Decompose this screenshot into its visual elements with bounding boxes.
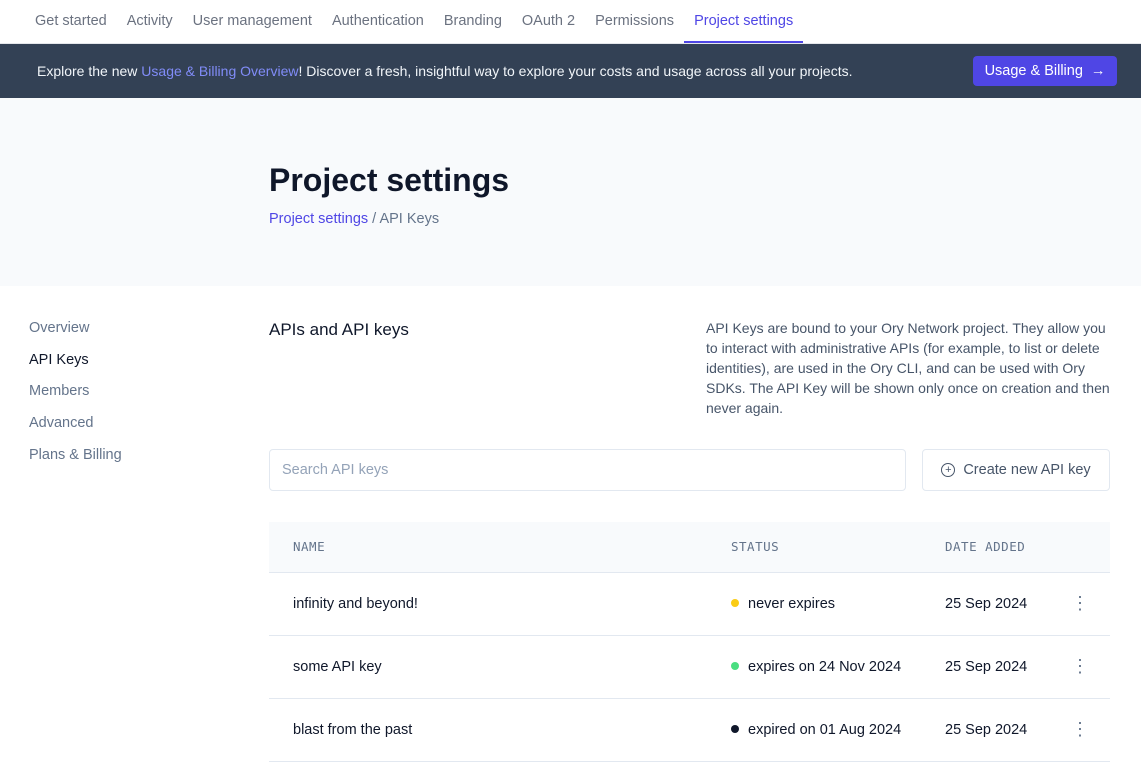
section-description: API Keys are bound to your Ory Network p… [706,320,1110,416]
breadcrumb-current: API Keys [379,211,440,227]
tab-project-settings[interactable]: Project settings [684,13,804,43]
tab-oauth2[interactable]: OAuth 2 [521,13,576,29]
create-api-key-button[interactable]: + Create new API key [922,449,1110,491]
column-status: STATUS [731,522,945,573]
more-options-icon[interactable]: ⋮ [1050,698,1110,762]
more-options-icon[interactable]: ⋮ [1050,635,1110,699]
tab-permissions[interactable]: Permissions [595,13,675,29]
section-title: APIs and API keys [269,320,409,339]
status-dot-icon [731,724,739,733]
top-nav: Get started Activity User management Aut… [0,0,1141,44]
table-row: some API key expires on 24 Nov 2024 25 S… [269,635,1110,699]
key-name: blast from the past [269,698,731,762]
page-title: Project settings [269,162,510,198]
column-actions [1050,522,1110,573]
page-header: Project settings Project settings / API … [0,98,1141,286]
announcement-banner: Explore the new Usage & Billing Overview… [0,44,1141,98]
column-name: NAME [269,522,731,573]
sidebar: Overview API Keys Members Advanced Plans… [29,320,122,478]
plus-circle-icon: + [941,463,956,477]
breadcrumb: Project settings / API Keys [269,211,1141,227]
banner-prefix: Explore the new [37,63,142,79]
sidebar-item-overview[interactable]: Overview [29,320,90,336]
table-row: blast from the past expired on 01 Aug 20… [269,698,1110,762]
sidebar-item-plans-billing[interactable]: Plans & Billing [29,446,122,463]
status-dot-icon [731,598,739,607]
status-text: expired on 01 Aug 2024 [748,721,902,738]
arrow-right-icon: → [1090,63,1106,79]
column-date-added: DATE ADDED [945,522,1050,573]
sidebar-item-members[interactable]: Members [29,383,90,400]
key-status: expired on 01 Aug 2024 [731,698,945,762]
usage-billing-button[interactable]: Usage & Billing → [973,56,1117,86]
sidebar-item-api-keys[interactable]: API Keys [29,351,89,368]
tab-get-started[interactable]: Get started [35,13,107,29]
banner-suffix: ! Discover a fresh, insightful way to ex… [298,63,853,79]
table-row: infinity and beyond! never expires 25 Se… [269,572,1110,636]
banner-text: Explore the new Usage & Billing Overview… [37,63,853,79]
search-input[interactable] [269,449,906,491]
usage-billing-overview-link[interactable]: Usage & Billing Overview [141,63,299,79]
create-api-key-label: Create new API key [963,462,1091,478]
breadcrumb-project-settings[interactable]: Project settings [269,211,369,227]
tab-activity[interactable]: Activity [126,13,173,29]
key-date-added: 25 Sep 2024 [945,572,1050,636]
breadcrumb-separator: / [372,211,377,227]
table-header: NAME STATUS DATE ADDED [269,522,1110,573]
key-status: expires on 24 Nov 2024 [731,635,945,699]
more-options-icon[interactable]: ⋮ [1050,572,1110,636]
status-text: never expires [748,595,836,612]
key-date-added: 25 Sep 2024 [945,635,1050,699]
key-name: some API key [269,635,731,699]
key-date-added: 25 Sep 2024 [945,698,1050,762]
api-keys-table: NAME STATUS DATE ADDED infinity and beyo… [269,522,1110,762]
status-dot-icon [731,661,739,670]
key-status: never expires [731,572,945,636]
tab-authentication[interactable]: Authentication [331,13,424,29]
key-name: infinity and beyond! [269,572,731,636]
status-text: expires on 24 Nov 2024 [748,658,902,675]
tab-branding[interactable]: Branding [443,13,502,29]
usage-billing-label: Usage & Billing [984,63,1083,79]
tab-user-management[interactable]: User management [192,13,312,29]
sidebar-item-advanced[interactable]: Advanced [29,415,94,432]
